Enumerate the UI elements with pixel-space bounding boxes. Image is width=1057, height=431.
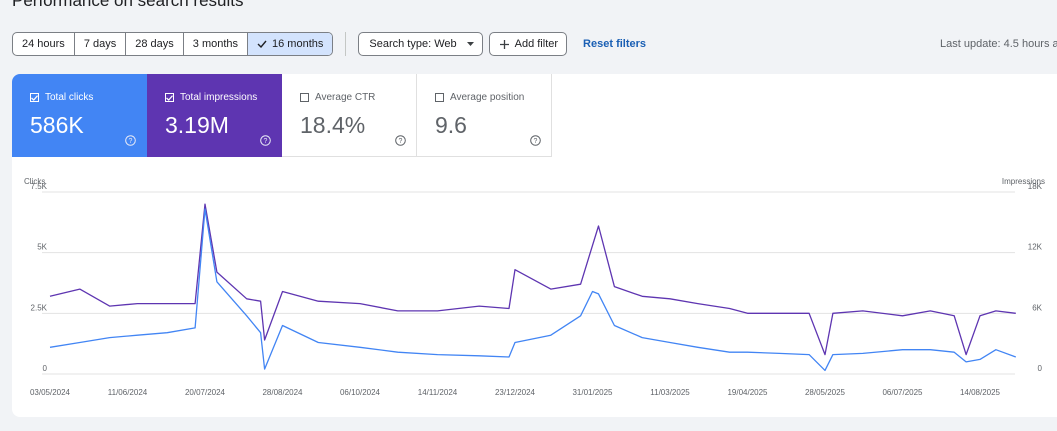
checkbox-unchecked-icon[interactable] (435, 93, 444, 102)
reset-filters-link[interactable]: Reset filters (583, 38, 647, 50)
left-axis-tick: 0 (43, 364, 48, 373)
toolbar-divider (345, 32, 347, 56)
range-label: 28 days (135, 38, 174, 50)
x-axis-labels: 03/05/2024 11/06/2024 20/07/2024 28/08/2024… (30, 388, 1001, 397)
metric-label: Total impressions (180, 92, 258, 103)
toolbar: 24 hours 7 days 28 days 3 months 16 mont… (12, 32, 646, 56)
svg-text:?: ? (399, 138, 403, 145)
performance-card: Total clicks 586K ? Total impressions 3.… (12, 74, 1057, 417)
range-label: 7 days (83, 38, 117, 50)
last-update-text: Last update: 4.5 hours a (940, 38, 1057, 50)
range-label: 16 months (272, 38, 324, 50)
x-axis-label: 06/10/2024 (340, 388, 381, 397)
search-type-label: Search type: Web (369, 38, 457, 50)
date-range-group: 24 hours 7 days 28 days 3 months 16 mont… (12, 32, 334, 56)
chart-gridlines (42, 191, 1015, 375)
search-type-dropdown[interactable]: Search type: Web (358, 32, 483, 56)
x-axis-label: 28/08/2024 (262, 388, 303, 397)
left-axis-tick: 5K (37, 243, 47, 252)
range-16-months[interactable]: 16 months (248, 33, 333, 55)
metric-label: Total clicks (45, 92, 94, 103)
range-label: 24 hours (22, 38, 65, 50)
range-7-days[interactable]: 7 days (75, 33, 127, 55)
menu-icon[interactable] (1028, 0, 1040, 2)
series-total-clicks-line (49, 208, 1017, 372)
x-axis-label: 06/07/2025 (882, 388, 923, 397)
add-filter-label: Add filter (514, 38, 559, 50)
x-axis-label: 14/08/2025 (960, 388, 1001, 397)
metric-average-position[interactable]: Average position 9.6 ? (417, 74, 552, 157)
right-axis-title: Impressions (1002, 177, 1045, 186)
check-icon (257, 40, 267, 48)
left-axis-tick: 2.5K (31, 303, 48, 312)
x-axis-label: 20/07/2024 (185, 388, 226, 397)
checkbox-checked-icon[interactable] (165, 93, 174, 102)
metric-average-ctr[interactable]: Average CTR 18.4% ? (282, 74, 417, 157)
plus-icon (499, 39, 509, 49)
svg-text:?: ? (129, 138, 133, 145)
x-axis-label: 03/05/2024 (30, 388, 71, 397)
caret-down-icon (466, 42, 474, 46)
help-icon[interactable]: ? (530, 135, 541, 146)
x-axis-label: 19/04/2025 (727, 388, 768, 397)
right-axis-tick: 6K (1032, 303, 1042, 312)
left-axis-title: Clicks (24, 177, 45, 186)
range-24-hours[interactable]: 24 hours (13, 33, 75, 55)
help-icon[interactable]: ? (260, 135, 271, 146)
svg-text:?: ? (534, 138, 538, 145)
x-axis-label: 11/06/2024 (108, 388, 148, 397)
metric-value: 3.19M (165, 112, 229, 138)
metric-total-impressions[interactable]: Total impressions 3.19M ? (147, 74, 282, 157)
metric-label: Average position (450, 92, 525, 103)
chart-series (49, 203, 1017, 372)
svg-text:?: ? (264, 138, 268, 145)
page-title: Performance on search results (12, 0, 244, 10)
metric-value: 586K (30, 112, 84, 138)
help-icon[interactable]: ? (125, 135, 136, 146)
left-axis-tick: 7.5K (31, 182, 48, 191)
performance-chart[interactable]: Clicks Impressions 7.5K 5K 2.5K 0 18K 12K 6K 0… (12, 74, 1057, 417)
metric-label: Average CTR (315, 92, 376, 103)
x-axis-label: 23/12/2024 (495, 388, 536, 397)
right-axis-tick: 0 (1038, 364, 1043, 373)
left-axis-ticks: 7.5K 5K 2.5K 0 (31, 182, 48, 373)
x-axis-label: 11/03/2025 (650, 388, 690, 397)
range-3-months[interactable]: 3 months (184, 33, 249, 55)
add-filter-button[interactable]: Add filter (488, 32, 568, 56)
right-axis-tick: 12K (1028, 243, 1043, 252)
metric-value: 18.4% (300, 112, 366, 138)
checkbox-unchecked-icon[interactable] (300, 93, 309, 102)
x-axis-label: 31/01/2025 (572, 388, 613, 397)
x-axis-label: 28/05/2025 (805, 388, 846, 397)
metric-value: 9.6 (435, 112, 467, 138)
range-label: 3 months (192, 38, 239, 50)
x-axis-label: 14/11/2024 (418, 388, 458, 397)
right-axis-tick: 18K (1028, 182, 1043, 191)
range-28-days[interactable]: 28 days (126, 33, 184, 55)
right-axis-ticks: 18K 12K 6K 0 (1028, 182, 1043, 373)
checkbox-checked-icon[interactable] (30, 93, 39, 102)
metric-total-clicks[interactable]: Total clicks 586K ? (12, 74, 147, 157)
series-total-impressions-line (49, 203, 1016, 356)
help-icon[interactable]: ? (395, 135, 406, 146)
